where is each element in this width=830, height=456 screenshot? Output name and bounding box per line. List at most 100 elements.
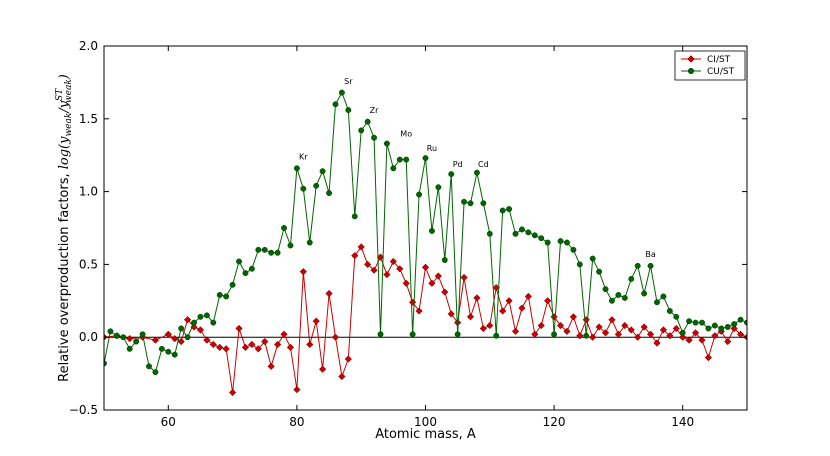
data-point-cu-st xyxy=(203,312,210,319)
data-point-ci-st xyxy=(614,330,623,338)
data-point-cu-st xyxy=(480,200,487,207)
data-point-cu-st xyxy=(609,297,615,304)
data-point-ci-st xyxy=(627,326,635,334)
data-point-cu-st xyxy=(435,184,442,191)
data-point-cu-st xyxy=(660,293,667,300)
data-point-cu-st xyxy=(576,261,583,268)
data-point-ci-st xyxy=(556,321,565,330)
data-point-ci-st xyxy=(524,292,533,301)
data-point-cu-st xyxy=(666,308,673,314)
y-tick-label: 0.0 xyxy=(79,330,98,344)
data-point-cu-st xyxy=(634,262,641,269)
data-point-cu-st xyxy=(293,165,300,172)
data-point-cu-st xyxy=(261,246,268,253)
data-point-ci-st xyxy=(248,340,256,349)
data-point-cu-st xyxy=(146,363,152,370)
data-point-cu-st xyxy=(641,290,648,297)
data-point-ci-st xyxy=(338,372,346,381)
data-point-cu-st xyxy=(422,155,429,162)
data-point-cu-st xyxy=(531,232,538,239)
data-point-ci-st xyxy=(273,340,282,349)
x-tick-label: 80 xyxy=(289,415,304,429)
data-point-ci-st xyxy=(299,268,307,276)
data-point-ci-st xyxy=(589,333,597,341)
element-label-mo: Mo xyxy=(400,129,412,138)
annotation-layer: Kr Sr Zr Mo Ru Pd Cd Ba xyxy=(299,77,656,259)
data-point-ci-st xyxy=(363,260,372,269)
data-point-cu-st xyxy=(448,171,455,178)
data-point-cu-st xyxy=(383,140,390,147)
data-point-cu-st xyxy=(152,369,159,376)
data-point-cu-st xyxy=(596,268,603,275)
data-point-cu-st xyxy=(364,118,371,125)
data-point-ci-st xyxy=(691,329,700,337)
data-point-ci-st xyxy=(126,335,134,343)
data-point-ci-st xyxy=(486,321,494,330)
y-tick-label: 2.0 xyxy=(79,39,98,53)
data-point-cu-st xyxy=(512,230,519,237)
element-label-kr: Kr xyxy=(299,153,308,162)
data-point-cu-st xyxy=(628,276,635,282)
data-point-cu-st xyxy=(248,265,255,272)
data-point-cu-st xyxy=(287,242,294,249)
data-point-ci-st xyxy=(576,332,584,340)
data-point-cu-st xyxy=(570,246,577,253)
data-point-cu-st xyxy=(171,351,178,358)
tick-layer: 60 80 100 120 140 −0.5 0.0 0.5 1.0 1.5 2.0 xyxy=(69,39,747,429)
data-point-cu-st xyxy=(133,338,140,345)
data-point-ci-st xyxy=(537,321,545,330)
data-point-cu-st xyxy=(338,89,345,96)
data-point-ci-st xyxy=(209,340,217,349)
data-point-cu-st xyxy=(191,319,197,326)
data-point-cu-st xyxy=(345,107,352,114)
legend-marker-cu-st xyxy=(687,67,695,75)
data-point-ci-st xyxy=(325,289,333,298)
data-point-cu-st xyxy=(236,258,242,265)
data-point-ci-st xyxy=(659,326,668,334)
data-point-cu-st xyxy=(589,255,596,262)
data-point-ci-st xyxy=(228,388,237,397)
data-point-ci-st xyxy=(685,336,693,344)
data-point-cu-st xyxy=(519,226,525,233)
data-point-cu-st xyxy=(499,207,506,214)
y-axis-title-math: log(y xyxy=(57,136,72,169)
data-point-cu-st xyxy=(679,329,686,336)
element-label-cd: Cd xyxy=(478,160,489,169)
data-point-cu-st xyxy=(306,239,313,246)
data-point-ci-st xyxy=(351,252,359,260)
data-point-ci-st xyxy=(724,337,732,346)
data-point-ci-st xyxy=(479,324,488,333)
data-point-ci-st xyxy=(421,263,430,271)
data-point-ci-st xyxy=(511,327,520,336)
data-point-cu-st xyxy=(313,182,320,189)
element-label-ba: Ba xyxy=(645,250,655,259)
data-point-ci-st xyxy=(518,304,526,312)
data-point-cu-st xyxy=(242,270,249,277)
data-point-ci-st xyxy=(711,332,719,340)
data-point-ci-st xyxy=(383,270,391,279)
data-point-cu-st xyxy=(705,325,712,332)
data-point-ci-st xyxy=(203,336,211,344)
data-point-cu-st xyxy=(229,281,236,288)
data-point-ci-st xyxy=(306,340,314,349)
data-point-ci-st xyxy=(286,343,295,352)
data-point-ci-st xyxy=(164,330,172,338)
data-point-cu-st xyxy=(428,227,435,234)
x-tick-label: 140 xyxy=(671,415,694,429)
data-point-ci-st xyxy=(563,327,571,336)
data-point-cu-st xyxy=(223,293,230,300)
data-point-cu-st xyxy=(281,225,287,231)
data-point-ci-st xyxy=(505,297,513,305)
data-point-ci-st xyxy=(396,265,404,273)
data-point-cu-st xyxy=(506,206,513,213)
y-axis-title-sub2: weak xyxy=(64,79,74,103)
data-point-cu-st xyxy=(165,348,172,355)
data-point-ci-st xyxy=(177,337,185,346)
data-point-ci-st xyxy=(679,333,687,341)
data-point-ci-st xyxy=(499,307,507,315)
data-point-ci-st xyxy=(646,330,655,338)
data-point-cu-st xyxy=(602,286,609,293)
legend-marker-ci-st xyxy=(687,55,695,63)
legend-box xyxy=(674,50,746,81)
element-label-sr: Sr xyxy=(344,77,353,86)
